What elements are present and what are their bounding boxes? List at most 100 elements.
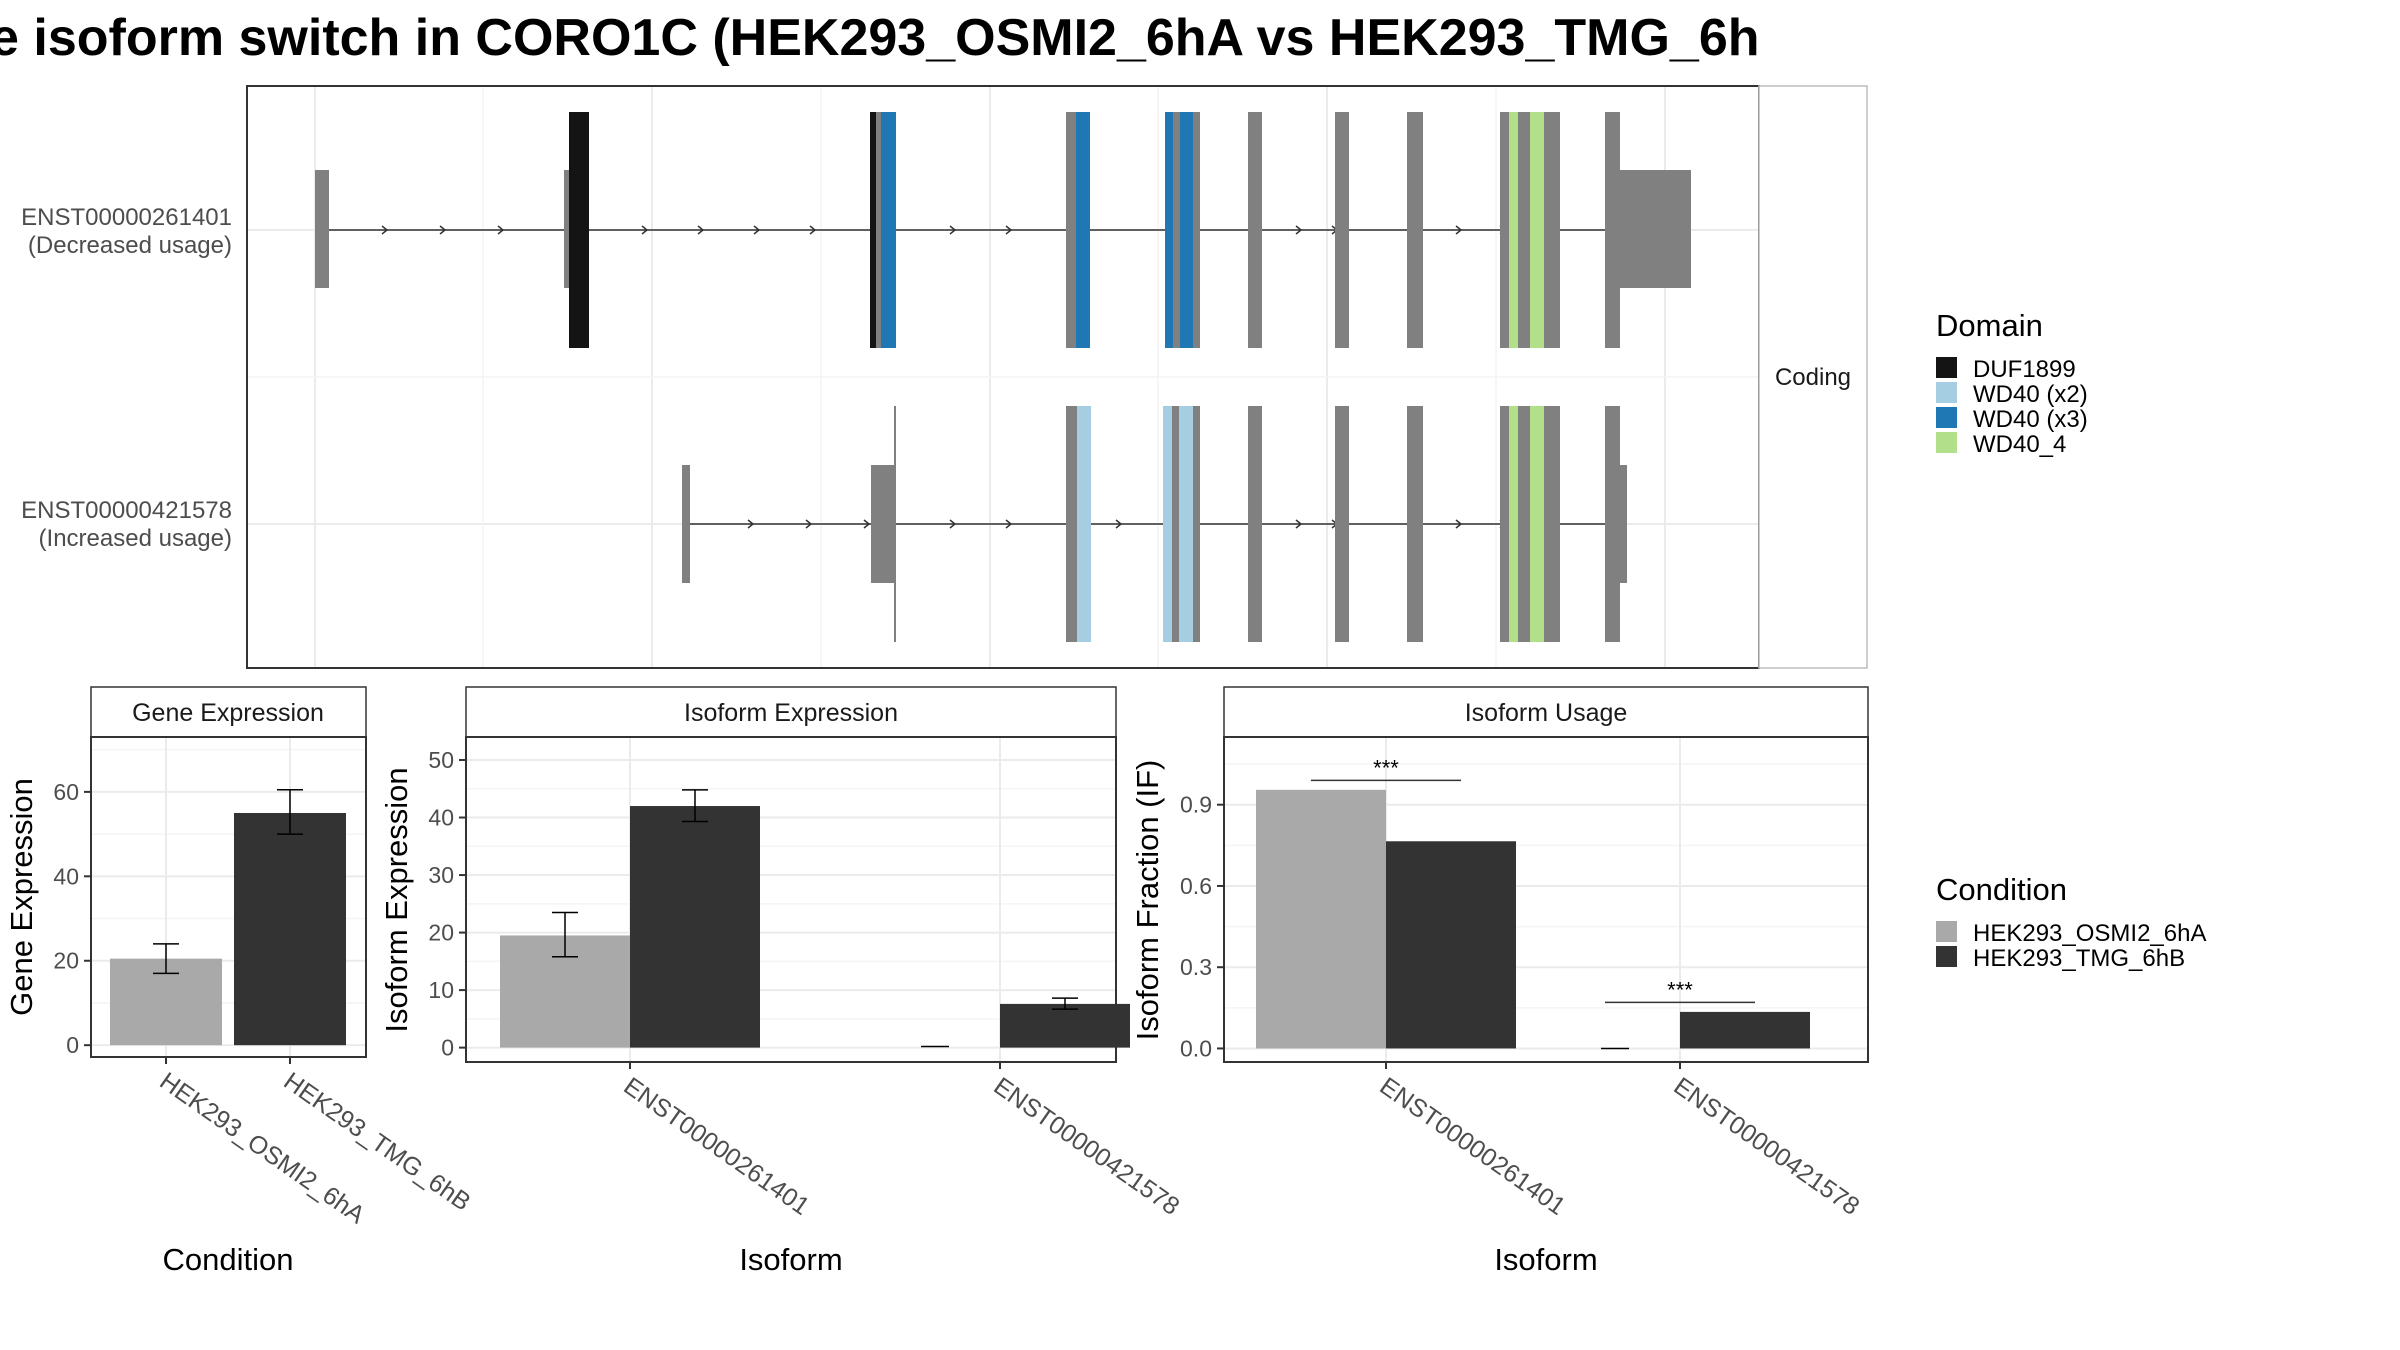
legend-label-wd40-x2: WD40 (x2) — [1973, 381, 2088, 408]
isoform-usage-panel-border — [1223, 736, 1869, 1063]
y-tick-label: 60 — [53, 779, 79, 805]
bar — [234, 812, 346, 1046]
isoform-usage-strip-label: Isoform Usage — [1465, 699, 1628, 727]
isoform-usage-ylabel: Isoform Fraction (IF) — [1130, 760, 1165, 1041]
exon — [1518, 406, 1530, 642]
utr-block — [1620, 170, 1691, 288]
y-tick-label: 0.3 — [1180, 954, 1212, 980]
isoform-expression-strip — [465, 686, 1117, 738]
domain-legend: Domain DUF1899 WD40 (x2) WD40 (x3) WD40_… — [1936, 308, 2088, 458]
transcript-1-usage: (Decreased usage) — [28, 232, 232, 259]
exon — [1172, 406, 1179, 642]
y-tick-label: 40 — [53, 863, 79, 889]
transcript-2-model — [682, 406, 1627, 642]
exon — [1407, 406, 1423, 642]
isoform-expression-ylabel: Isoform Expression — [379, 767, 414, 1032]
utr-block — [1620, 465, 1627, 583]
gene-expression-ylabel: Gene Expression — [4, 778, 39, 1016]
y-tick-label: 10 — [428, 977, 454, 1003]
exon — [682, 465, 690, 583]
bar — [1386, 841, 1516, 1049]
domain-legend-title: Domain — [1936, 308, 2043, 343]
y-tick-label: 0.6 — [1180, 873, 1212, 899]
exon — [1173, 112, 1180, 348]
significance-label: *** — [1667, 977, 1693, 1002]
condition-legend-title: Condition — [1936, 872, 2067, 907]
isoform-expression-strip-label: Isoform Expression — [684, 699, 898, 727]
domain-wd40-4 — [1509, 112, 1518, 348]
domain-wd40-x3 — [1165, 112, 1173, 348]
intron-arrows — [747, 519, 1507, 529]
exon — [1605, 112, 1620, 348]
y-tick-label: 20 — [53, 948, 79, 974]
y-tick-label: 20 — [428, 920, 454, 946]
facet-strip-label: Coding — [1775, 364, 1851, 391]
exon — [564, 170, 569, 288]
exon — [1544, 406, 1560, 642]
isoform-usage-strip — [1223, 686, 1869, 738]
domain-wd40-4 — [1530, 112, 1544, 348]
legend-key-wd40-4 — [1936, 432, 1957, 453]
domain-wd40-x3 — [881, 112, 896, 348]
exon — [871, 465, 895, 583]
x-tick-label: ENST00000421578 — [1669, 1072, 1865, 1221]
gene-expression-strip-label: Gene Expression — [132, 699, 324, 727]
domain-wd40-4 — [1509, 406, 1518, 642]
x-tick-label: ENST00000261401 — [1375, 1072, 1571, 1221]
y-tick-label: 0.0 — [1180, 1035, 1212, 1061]
y-tick-label: 0 — [66, 1032, 79, 1058]
exon — [1066, 406, 1077, 642]
legend-key-cond-a — [1936, 921, 1957, 942]
bar — [630, 806, 760, 1048]
bar — [1000, 1003, 1130, 1048]
legend-label-wd40-x3: WD40 (x3) — [1973, 406, 2088, 433]
exon — [1248, 406, 1262, 642]
bar — [1680, 1011, 1810, 1049]
legend-label-cond-b: HEK293_TMG_6hB — [1973, 945, 2185, 972]
isoform-expression-chart: Isoform Expression 0 10 20 30 40 50 ENST000002… — [379, 686, 1185, 1277]
transcript-1-model — [315, 112, 1691, 348]
structure-panel: Coding ENST00000261401 (Decreased usage)… — [21, 85, 1868, 669]
domain-wd40-x3 — [1180, 112, 1193, 348]
y-tick-label: 30 — [428, 862, 454, 888]
domain-wd40-4 — [1530, 406, 1544, 642]
exon — [315, 170, 329, 288]
exon — [1518, 112, 1530, 348]
exon — [876, 112, 881, 348]
legend-label-duf1899: DUF1899 — [1973, 356, 2076, 383]
legend-label-cond-a: HEK293_OSMI2_6hA — [1973, 920, 2206, 947]
bar — [1256, 789, 1386, 1049]
exon — [1335, 112, 1349, 348]
gene-expression-panel-border — [90, 736, 367, 1058]
gene-expression-strip — [90, 686, 367, 738]
x-tick-label: HEK293_OSMI2_6hA — [155, 1067, 371, 1230]
transcript-2-id: ENST00000421578 — [21, 497, 232, 524]
transcript-2-usage: (Increased usage) — [39, 525, 232, 552]
legend-label-wd40-4: WD40_4 — [1973, 431, 2066, 458]
y-tick-label: 40 — [428, 805, 454, 831]
isoform-usage-xlabel: Isoform — [1494, 1242, 1597, 1277]
domain-duf1899 — [569, 112, 589, 348]
exon — [1407, 112, 1423, 348]
domain-duf1899 — [870, 112, 876, 348]
gene-expression-xlabel: Condition — [163, 1242, 294, 1277]
facet-strip — [1758, 85, 1868, 669]
exon — [1193, 112, 1200, 348]
transcript-1-id: ENST00000261401 — [21, 204, 232, 231]
domain-wd40-x2 — [1077, 406, 1091, 642]
x-tick-label: ENST00000421578 — [989, 1072, 1185, 1221]
exon — [1500, 406, 1509, 642]
y-tick-label: 0.9 — [1180, 792, 1212, 818]
exon-line — [894, 406, 896, 642]
isoform-usage-chart: Isoform Usage *** *** 0.0 0.3 0.6 0.9 ENST000… — [1130, 686, 1869, 1277]
exon — [1335, 406, 1349, 642]
legend-key-wd40-x3 — [1936, 407, 1957, 428]
exon — [1248, 112, 1262, 348]
exon — [1544, 112, 1560, 348]
legend-key-wd40-x2 — [1936, 382, 1957, 403]
domain-wd40-x3 — [1076, 112, 1090, 348]
domain-wd40-x2 — [1163, 406, 1172, 642]
condition-legend: Condition HEK293_OSMI2_6hA HEK293_TMG_6h… — [1936, 872, 2206, 972]
exon — [1193, 406, 1200, 642]
